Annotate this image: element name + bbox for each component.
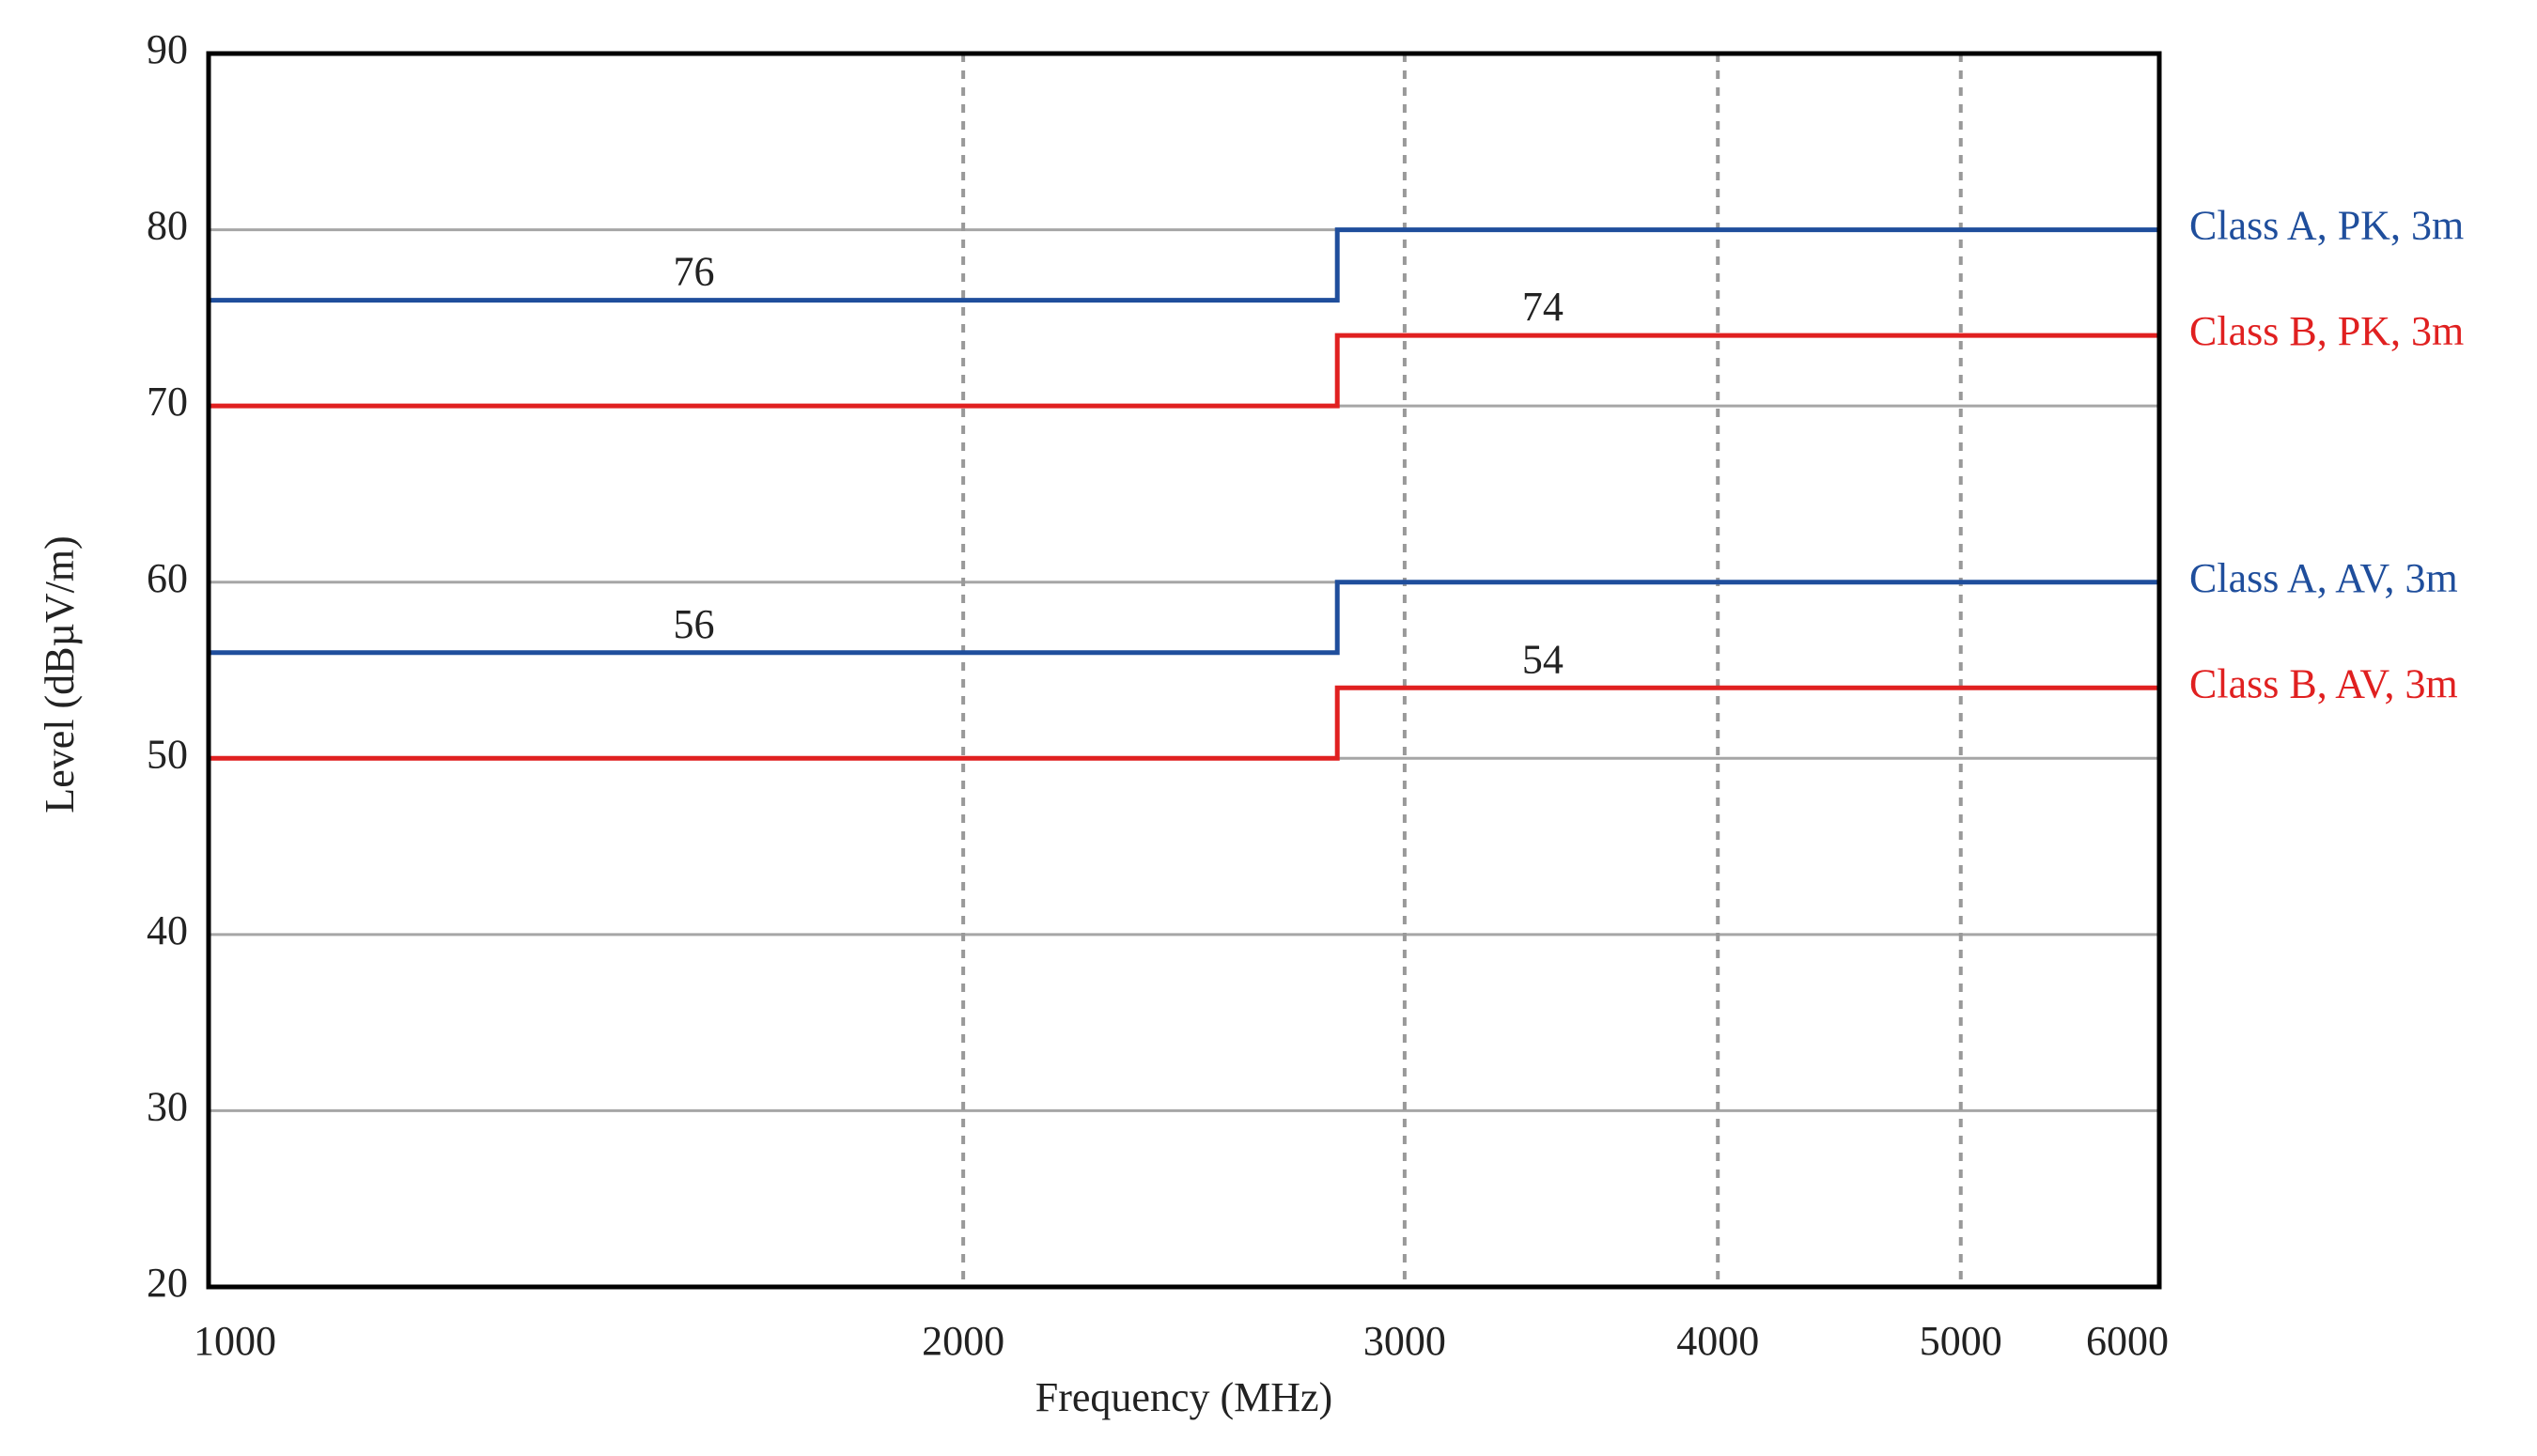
limit-line <box>209 227 2159 303</box>
x-tick-label: 1000 <box>194 1318 276 1364</box>
y-tick-label: 80 <box>147 203 188 249</box>
y-tick-label: 90 <box>147 26 188 72</box>
legend-label: Class A, AV, 3m <box>2189 555 2458 601</box>
x-tick-label: 5000 <box>1920 1318 2002 1364</box>
plot-frame <box>206 51 2162 1290</box>
legend-label: Class B, PK, 3m <box>2189 308 2464 354</box>
y-tick-label: 50 <box>147 731 188 777</box>
y-tick-label: 60 <box>147 555 188 601</box>
limit-line <box>209 333 2159 409</box>
data-label: 76 <box>674 249 715 295</box>
data-label: 56 <box>674 601 715 647</box>
x-tick-label: 6000 <box>2086 1318 2169 1364</box>
x-tick-label: 2000 <box>922 1318 1004 1364</box>
y-tick-label: 40 <box>147 907 188 953</box>
x-tick-label: 4000 <box>1676 1318 1759 1364</box>
data-label: 74 <box>1522 284 1564 330</box>
data-label: 54 <box>1522 636 1564 682</box>
x-axis-label: Frequency (MHz) <box>1035 1374 1332 1420</box>
legend-label: Class B, AV, 3m <box>2189 660 2458 706</box>
x-tick-label: 3000 <box>1363 1318 1446 1364</box>
limit-line <box>209 685 2159 761</box>
limit-line <box>209 580 2159 656</box>
legend-label: Class A, PK, 3m <box>2189 203 2464 249</box>
y-tick-label: 30 <box>147 1084 188 1130</box>
y-tick-label: 20 <box>147 1260 188 1306</box>
y-axis-label: Level (dBµV/m) <box>37 535 83 813</box>
y-tick-label: 70 <box>147 379 188 425</box>
